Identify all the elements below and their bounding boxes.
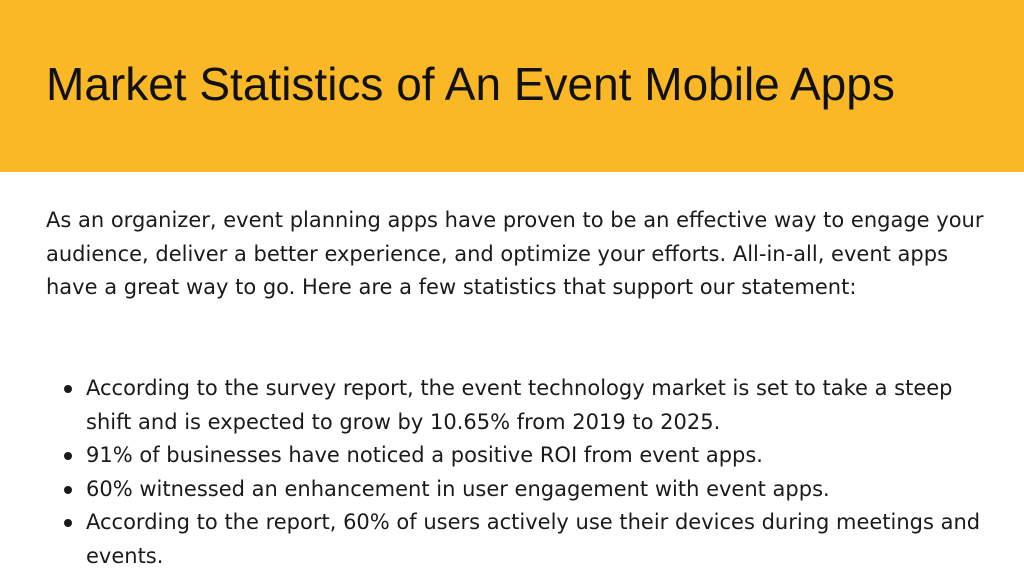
intro-paragraph: As an organizer, event planning apps hav… [46, 208, 984, 299]
page-title: Market Statistics of An Event Mobile App… [46, 58, 895, 110]
title-banner: Market Statistics of An Event Mobile App… [0, 0, 1024, 172]
list-item: 60% witnessed an enhancement in user eng… [64, 473, 996, 507]
list-item: According to the survey report, the even… [64, 372, 996, 439]
statistics-list: According to the survey report, the even… [64, 372, 996, 573]
list-item: 91% of businesses have noticed a positiv… [64, 439, 996, 473]
list-item: According to the report, 60% of users ac… [64, 506, 996, 573]
